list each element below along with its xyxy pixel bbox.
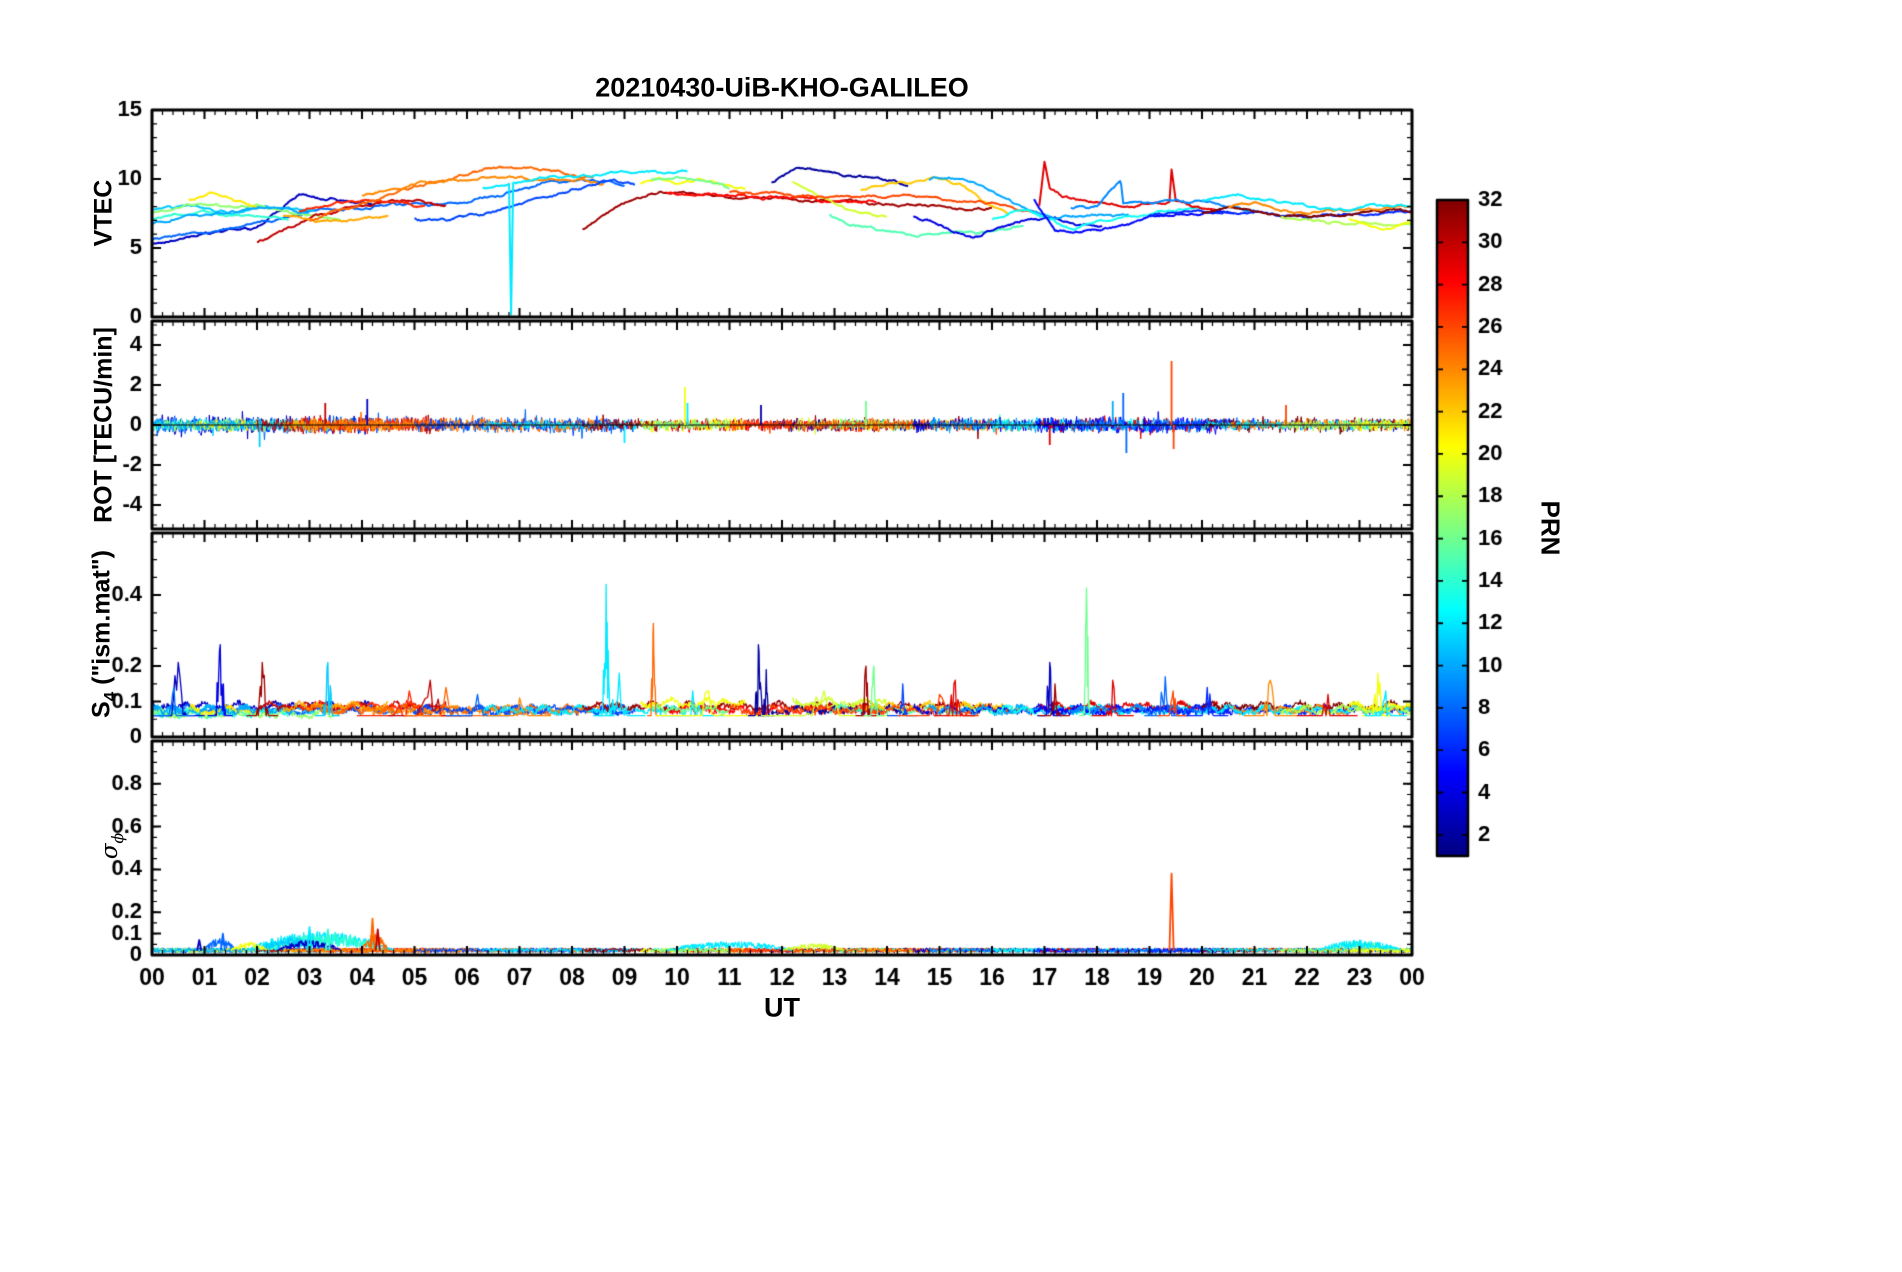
sigma-label-subscript: ϕ [107,832,127,844]
sigma-label-main: σ [97,843,124,860]
s4-label-main: S [87,701,116,718]
chart-title: 20210430-UiB-KHO-GALILEO [595,72,969,103]
s4-label-rest: ("ism.mat") [87,550,116,692]
y-axis-label-rot: ROT [TECU/min] [89,327,118,523]
y-axis-label-sigma-phi: σϕ [97,833,127,859]
y-axis-label-vtec: VTEC [89,179,118,247]
s4-label-subscript: 4 [100,691,120,702]
colorbar-label-prn: PRN [1535,500,1566,556]
x-axis-label-ut: UT [764,992,800,1023]
y-axis-label-s4: S4 ("ism.mat") [88,550,121,718]
